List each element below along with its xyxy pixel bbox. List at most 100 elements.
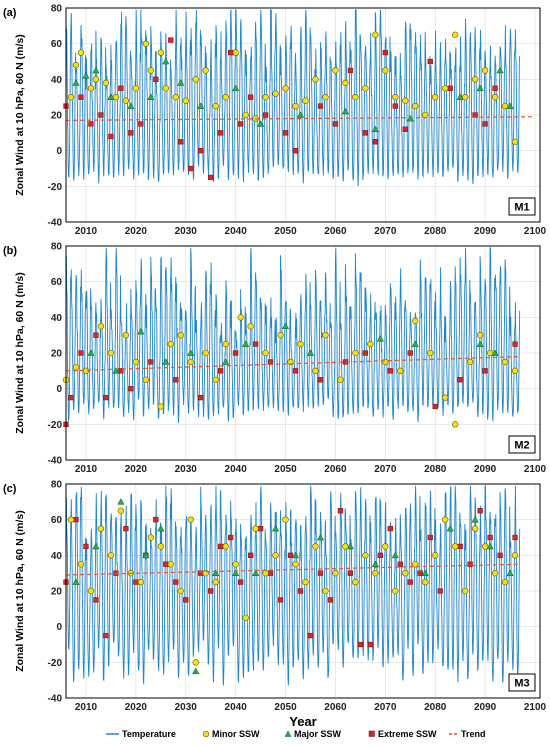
minor-ssw-point	[252, 525, 259, 532]
extreme-ssw-point	[347, 67, 354, 74]
minor-ssw-point	[247, 323, 254, 330]
x-tick-label: 2080	[424, 226, 447, 237]
extreme-ssw-point	[232, 350, 239, 356]
extreme-ssw-point	[392, 103, 398, 109]
x-tick-label: 2070	[374, 464, 397, 475]
minor-ssw-point	[72, 364, 80, 371]
extreme-ssw-point	[457, 377, 463, 383]
y-axis-label: Zonal Wind at 10 hPa, 60 N (m/s)	[14, 510, 26, 672]
minor-ssw-point	[187, 358, 194, 366]
minor-ssw-point	[342, 543, 349, 550]
extreme-ssw-point	[287, 552, 294, 558]
minor-ssw-point	[137, 578, 145, 586]
minor-ssw-point	[501, 102, 509, 110]
legend: Temperature Minor SSW Major SSW Extreme SSW…	[106, 729, 486, 739]
minor-ssw-point	[132, 358, 140, 366]
major-ssw-point	[421, 569, 429, 576]
minor-ssw-point	[501, 358, 509, 366]
extreme-ssw-point	[477, 508, 483, 514]
minor-ssw-point	[212, 578, 219, 586]
plot-frame	[65, 245, 541, 461]
extreme-ssw-point	[118, 85, 124, 91]
y-tick-label: 20	[51, 111, 63, 122]
extreme-ssw-point	[128, 130, 134, 136]
minor-ssw-point	[92, 76, 100, 83]
extreme-ssw-point	[512, 534, 518, 541]
legend-label: Extreme SSW	[378, 729, 437, 739]
minor-ssw-point	[182, 97, 189, 104]
extreme-ssw-point	[457, 543, 463, 550]
x-tick-label: 2100	[524, 702, 547, 713]
major-ssw-point	[506, 102, 514, 109]
minor-ssw-point	[177, 331, 184, 339]
x-tick-label: 2040	[225, 464, 248, 475]
extreme-ssw-point	[118, 368, 124, 374]
minor-ssw-point	[292, 561, 299, 568]
minor-ssw-point	[87, 85, 95, 92]
extreme-ssw-point	[103, 394, 109, 401]
minor-ssw-point	[222, 93, 229, 101]
minor-ssw-point	[147, 534, 155, 541]
y-axis-label: Zonal Wind at 10 hPa, 60 N (m/s)	[14, 34, 26, 196]
major-ssw-point	[256, 120, 265, 127]
extreme-ssw-point	[382, 49, 388, 56]
minor-ssw-point	[282, 516, 289, 523]
extreme-ssw-point	[402, 126, 408, 132]
x-tick-label: 2070	[374, 226, 397, 237]
extreme-ssw-point	[93, 332, 99, 338]
major-ssw-point	[486, 542, 494, 550]
extreme-ssw-point	[407, 579, 413, 585]
model-label: M1	[514, 202, 529, 214]
minor-ssw-point	[442, 516, 449, 523]
minor-ssw-point	[461, 587, 469, 595]
extreme-ssw-point	[447, 85, 453, 91]
legend-circle-marker	[202, 730, 210, 738]
extreme-ssw-point	[98, 112, 104, 118]
major-ssw-point	[376, 335, 384, 342]
extreme-ssw-point	[347, 570, 354, 576]
extreme-ssw-point	[497, 552, 503, 558]
major-ssw-point	[72, 578, 80, 585]
major-ssw-point	[137, 327, 145, 335]
major-ssw-point	[291, 551, 300, 559]
minor-ssw-point	[422, 111, 429, 119]
major-ssw-point	[232, 84, 240, 92]
minor-ssw-point	[167, 561, 174, 568]
minor-ssw-point	[372, 569, 379, 577]
extreme-ssw-point	[377, 552, 383, 558]
x-tick-label: 2020	[125, 226, 148, 237]
minor-ssw-point	[312, 543, 319, 550]
minor-ssw-point	[232, 49, 239, 56]
x-tick-label: 2090	[474, 702, 497, 713]
minor-ssw-point	[481, 67, 489, 74]
major-ssw-point	[456, 93, 464, 100]
minor-ssw-point	[112, 93, 120, 101]
major-ssw-point	[476, 340, 484, 347]
minor-ssw-point	[372, 31, 379, 38]
minor-ssw-point	[292, 102, 299, 110]
extreme-ssw-point	[267, 570, 274, 576]
minor-ssw-point	[322, 331, 329, 339]
minor-ssw-point	[202, 349, 209, 357]
minor-ssw-point	[432, 93, 439, 101]
x-tick-label: 2010	[75, 226, 98, 237]
minor-ssw-point	[442, 394, 449, 401]
major-ssw-point	[222, 358, 230, 365]
legend-label: Trend	[461, 729, 486, 739]
extreme-ssw-point	[362, 130, 369, 136]
minor-ssw-point	[382, 67, 389, 74]
minor-ssw-point	[412, 317, 419, 325]
minor-ssw-point	[337, 376, 344, 383]
minor-ssw-point	[147, 67, 155, 74]
x-tick-label: 2100	[524, 464, 547, 475]
minor-ssw-point	[312, 76, 319, 83]
minor-ssw-point	[511, 138, 519, 145]
x-tick-label: 2090	[474, 464, 497, 475]
minor-ssw-point	[392, 587, 399, 595]
extreme-ssw-point	[103, 632, 109, 639]
minor-ssw-point	[352, 578, 359, 586]
minor-ssw-point	[451, 421, 459, 428]
